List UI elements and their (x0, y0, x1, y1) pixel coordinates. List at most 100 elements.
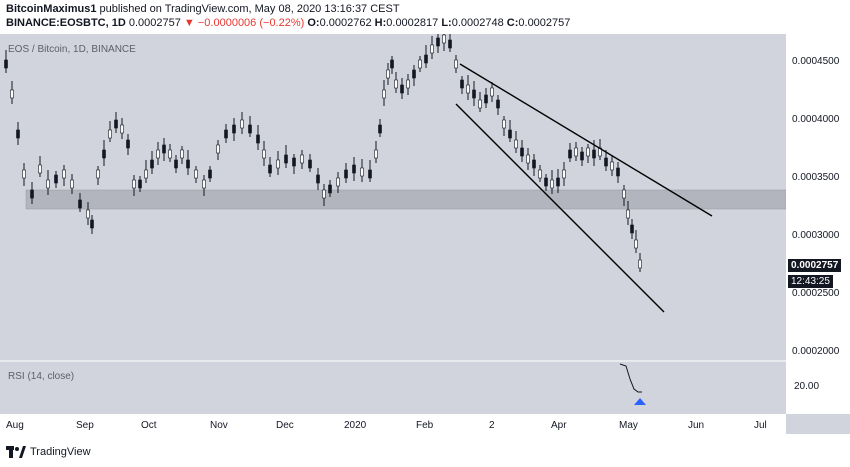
candle-body (150, 159, 154, 169)
candle-body (472, 89, 476, 99)
candle-body (532, 159, 536, 169)
tradingview-logo[interactable]: TradingView (6, 446, 91, 458)
candle-body (592, 149, 596, 159)
candle-body (378, 124, 382, 134)
candle-body (86, 209, 90, 219)
candlestick-series (4, 34, 642, 272)
candle-body (308, 159, 312, 169)
candle-body (30, 189, 34, 199)
price-chart-svg[interactable] (0, 34, 786, 414)
support-zone (25, 189, 786, 210)
rsi-legend: RSI (14, close) (8, 371, 75, 382)
trendline-upper[interactable] (459, 63, 713, 217)
x-tick-label: 2020 (344, 420, 367, 431)
candle-body (352, 164, 356, 174)
candle-body (10, 89, 14, 99)
candle-body (292, 157, 296, 167)
candle-body (390, 59, 394, 69)
x-tick-label: Dec (276, 420, 294, 431)
candle-body (186, 159, 190, 169)
candle-body (156, 149, 160, 159)
candle-body (162, 144, 166, 154)
candle-body (276, 159, 280, 169)
candle-body (132, 179, 136, 189)
candle-body (284, 154, 288, 164)
chart-area[interactable] (0, 34, 850, 434)
x-tick-label: Feb (416, 420, 434, 431)
candle-body (556, 177, 560, 187)
x-tick-label: Oct (141, 420, 157, 431)
candle-body (418, 59, 422, 69)
candle-body (550, 179, 554, 189)
price-change: −0.0000006 (−0.22%) (197, 17, 305, 29)
candle-body (502, 119, 506, 129)
candle-body (360, 167, 364, 177)
x-tick-label: Jun (688, 420, 705, 431)
y-tick-label: 0.0002000 (792, 346, 840, 357)
trendline-lower[interactable] (455, 103, 665, 313)
y-tick-label: 0.0004000 (792, 114, 840, 125)
candle-body (574, 147, 578, 157)
candle-body (224, 129, 228, 139)
candle-body (442, 34, 446, 44)
low-label: L: (441, 17, 452, 29)
candle-body (328, 184, 332, 194)
y-tick-label: 0.0003000 (792, 230, 840, 241)
candle-body (180, 149, 184, 159)
candle-body (496, 99, 500, 109)
candle-body (630, 224, 634, 234)
candle-body (144, 169, 148, 179)
high-value: 0.0002817 (386, 17, 439, 29)
candle-body (102, 149, 106, 159)
price-axis[interactable] (786, 34, 850, 414)
candle-body (62, 169, 66, 179)
candle-body (374, 149, 378, 159)
candle-body (604, 157, 608, 167)
rsi-level-label: 20.00 (794, 381, 820, 392)
x-tick-label: Jul (754, 420, 767, 431)
candle-body (78, 199, 82, 209)
y-tick-label: 0.0004500 (792, 56, 840, 67)
x-tick-label: May (619, 420, 638, 431)
candle-body (90, 219, 94, 229)
x-tick-label: Sep (76, 420, 94, 431)
ohlc-line: BINANCE:EOSBTC, 1D 0.0002757 ▼ −0.000000… (6, 17, 570, 29)
candle-body (16, 129, 20, 139)
candle-body (478, 99, 482, 109)
author-name[interactable]: BitcoinMaximus1 (6, 3, 97, 15)
candle-body (70, 179, 74, 189)
y-tick-label: 0.0002500 (792, 288, 840, 299)
candle-body (490, 87, 494, 97)
candle-body (168, 149, 172, 159)
candle-body (208, 169, 212, 179)
candle-body (248, 124, 252, 134)
candle-body (382, 89, 386, 99)
publish-date: published on TradingView.com, May 08, 20… (99, 3, 400, 15)
candle-body (202, 179, 206, 189)
candle-body (336, 177, 340, 187)
candle-body (634, 239, 638, 249)
candle-body (114, 119, 118, 129)
candle-body (268, 164, 272, 174)
candle-body (96, 169, 100, 179)
candle-body (394, 79, 398, 89)
current-price-tag: 0.0002757 (788, 259, 842, 272)
x-tick-label: 2 (489, 420, 495, 431)
candle-body (120, 124, 124, 134)
candle-body (316, 174, 320, 184)
candle-body (406, 79, 410, 89)
open-label: O: (307, 17, 320, 29)
tradingview-icon (6, 446, 26, 458)
close-label: C: (506, 17, 519, 29)
y-tick-label: 0.0003500 (792, 172, 840, 183)
candle-body (562, 169, 566, 179)
candle-body (622, 189, 626, 199)
candle-body (424, 54, 428, 64)
candle-body (626, 209, 630, 219)
time-axis[interactable] (0, 414, 786, 434)
down-arrow-icon: ▼ (183, 17, 195, 29)
high-label: H: (374, 17, 387, 29)
candle-body (586, 147, 590, 157)
candle-body (508, 129, 512, 139)
candle-body (240, 119, 244, 129)
